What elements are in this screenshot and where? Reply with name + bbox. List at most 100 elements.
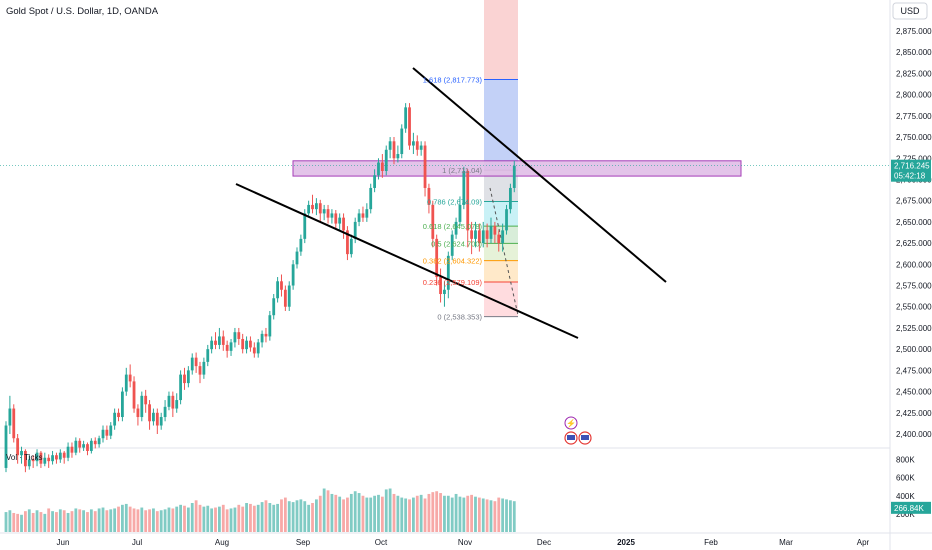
volume-bar <box>303 501 307 532</box>
candle-body <box>202 361 206 375</box>
volume-bar <box>443 495 446 532</box>
volume-bar <box>225 509 229 532</box>
candle-body <box>334 213 338 224</box>
candle-body <box>322 209 326 214</box>
price-tick-label: 2,650.000 <box>896 218 932 227</box>
candle-body <box>326 209 330 218</box>
candle-body <box>493 226 497 235</box>
candle-body <box>62 452 66 458</box>
price-tick-label: 2,825.000 <box>896 69 932 78</box>
volume-tag-box <box>891 501 931 514</box>
time-tick-label: 2025 <box>617 538 635 547</box>
volume-bar <box>295 500 299 532</box>
candle-body <box>124 374 128 392</box>
volume-bar <box>132 508 136 532</box>
price-tick-label: 2,850.000 <box>896 48 932 57</box>
volume-bar <box>78 509 82 532</box>
volume-bar <box>450 497 454 532</box>
volume-bar <box>365 497 369 532</box>
volume-bar <box>477 497 481 532</box>
volume-bar <box>380 496 384 532</box>
fib-label-0.618: 0.618 (2,645.078) <box>423 222 483 231</box>
fib-label-0: 0 (2,538.353) <box>437 313 482 322</box>
volume-bar <box>121 504 124 532</box>
candle-body <box>373 175 376 188</box>
candle-body <box>489 226 493 239</box>
candle-body <box>194 357 198 367</box>
candle-body <box>39 452 43 464</box>
candle-body <box>388 141 392 150</box>
volume-bar <box>105 510 109 532</box>
candle-body <box>470 230 473 239</box>
candle-body <box>121 391 124 418</box>
volume-bar <box>43 513 47 532</box>
volume-bar <box>159 510 163 532</box>
candle-body <box>280 281 283 290</box>
volume-bar <box>186 507 190 532</box>
candle-body <box>218 336 221 345</box>
candle-body <box>287 285 291 307</box>
fib-band-3 <box>484 243 518 261</box>
volume-bar <box>62 510 66 532</box>
volume-bar <box>501 498 505 532</box>
fib-zones <box>484 0 519 318</box>
candle-body <box>291 264 295 286</box>
fib-band-2 <box>484 226 518 244</box>
volume-bar <box>252 505 256 532</box>
price-tick-label: 2,875.000 <box>896 27 932 36</box>
candle-body <box>346 230 349 255</box>
volume-bar <box>74 508 78 532</box>
candle-body <box>384 149 388 171</box>
time-tick-label: Sep <box>296 538 311 547</box>
volume-tick-label: 200K <box>896 510 915 519</box>
candle-body <box>155 412 159 426</box>
candle-body <box>82 444 85 448</box>
fib-label-0.786: 0.786 (2,674.09) <box>427 197 483 206</box>
lightning-event-icon <box>564 416 578 430</box>
volume-bar <box>287 501 291 532</box>
volume-bar <box>260 502 264 532</box>
volume-bar <box>330 493 334 532</box>
candle-body <box>55 455 58 460</box>
volume-bar <box>423 498 427 532</box>
candle-body <box>167 395 171 407</box>
candle-body <box>16 438 20 456</box>
candle-body <box>423 145 427 188</box>
volume-bar <box>439 493 442 532</box>
time-tick-label: Mar <box>779 538 793 547</box>
candle-body <box>190 357 194 371</box>
volume-bar <box>264 500 268 532</box>
candle-body <box>24 450 27 467</box>
volume-bar <box>307 504 311 532</box>
price-tick-label: 2,550.000 <box>896 303 932 312</box>
volume-bar <box>470 494 473 532</box>
candle-body <box>454 221 458 235</box>
candle-body <box>338 217 342 224</box>
volume-bar <box>249 503 252 532</box>
flag-icon-fill <box>567 435 575 440</box>
volume-bar <box>408 499 411 532</box>
candle-body <box>295 251 299 265</box>
candle-body <box>466 170 470 231</box>
volume-bar <box>318 495 322 532</box>
candle-body <box>179 374 182 401</box>
candle-body <box>140 395 144 418</box>
volume-bar <box>86 512 89 532</box>
candle-body <box>318 203 322 214</box>
candle-body <box>276 281 279 299</box>
candle-body <box>431 204 435 239</box>
price-tag-box <box>891 159 931 182</box>
candles <box>4 103 516 473</box>
volume-bar <box>55 512 58 532</box>
candle-body <box>272 298 276 316</box>
volume-bar <box>489 500 493 532</box>
volume-bar <box>276 503 279 532</box>
candle-body <box>27 459 31 467</box>
candle-body <box>311 204 314 210</box>
support-trendline <box>235 183 579 339</box>
candle-body <box>474 230 477 239</box>
volume-bar <box>466 495 470 532</box>
volume-bar <box>435 491 439 532</box>
volume-bar <box>497 497 501 532</box>
